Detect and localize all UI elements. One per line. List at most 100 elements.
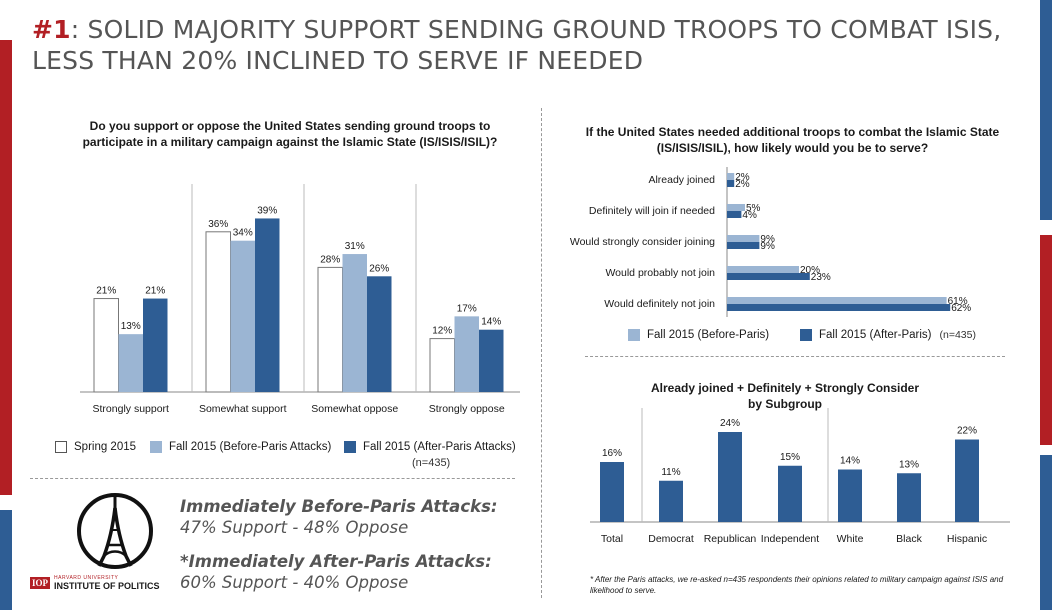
- page-title: #1: SOLID MAJORITY SUPPORT SENDING GROUN…: [32, 14, 1037, 76]
- subgroup-category-label: Total: [601, 533, 623, 545]
- subgroup-value-label: 22%: [957, 426, 977, 437]
- bar-strongly-support-s2: [143, 298, 168, 392]
- iop-university: HARVARD UNIVERSITY: [54, 575, 119, 581]
- right-edge-blue-bar-bottom: [1040, 455, 1052, 610]
- right-bottom-title-line1: Already joined + Definitely + Strongly C…: [650, 381, 920, 395]
- bar-somewhat-oppose-s0: [317, 266, 343, 393]
- left-legend-after: Fall 2015 (After-Paris Attacks): [344, 441, 516, 453]
- subgroup-category-label: Republican: [704, 533, 757, 545]
- summary-after: *Immediately After-Paris Attacks: 60% Su…: [180, 551, 492, 593]
- right-legend-label-after: Fall 2015 (After-Paris): [819, 329, 932, 341]
- category-label: Somewhat support: [199, 403, 287, 415]
- subgroup-bar-black: [897, 473, 921, 522]
- hbar-0-s0: [727, 173, 735, 180]
- legend-swatch-before: [150, 441, 162, 453]
- summary-before: Immediately Before-Paris Attacks: 47% Su…: [180, 496, 498, 538]
- bar-strongly-support-s1: [118, 334, 143, 392]
- right-legend-swatch-after: [800, 329, 812, 341]
- subgroup-value-label: 13%: [899, 459, 919, 470]
- hbar-value-label: 4%: [742, 210, 757, 221]
- right-legend-swatch-before: [628, 329, 640, 341]
- value-label: 21%: [145, 286, 165, 297]
- right-bottom-title: Already joined + Definitely + Strongly C…: [600, 380, 970, 412]
- hbar-3-s0: [727, 266, 799, 273]
- value-label: 21%: [96, 286, 116, 297]
- iop-logo: IOP HARVARD UNIVERSITY INSTITUTE OF POLI…: [30, 575, 160, 591]
- left-edge-red-bar: [0, 40, 12, 495]
- bar-somewhat-support-s0: [205, 231, 231, 393]
- hbar-2-s1: [727, 242, 760, 249]
- legend-label-spring: Spring 2015: [74, 441, 137, 453]
- hbar-0-s1: [727, 180, 735, 187]
- summary-before-heading: Immediately Before-Paris Attacks:: [180, 497, 498, 516]
- right-divider: [585, 356, 1005, 357]
- right-edge-blue-bar-top: [1040, 0, 1052, 220]
- hbar-3-s1: [727, 273, 810, 280]
- hbar-category-label: Already joined: [648, 174, 715, 186]
- subgroup-bar-republican: [718, 432, 742, 522]
- bar-strongly-support-s0: [93, 298, 119, 393]
- category-label: Somewhat oppose: [311, 403, 398, 415]
- subgroup-bar-chart: 16% Total 11% Democrat 24% Republican 15% Indep…: [590, 408, 1010, 545]
- hbar-4-s1: [727, 304, 951, 311]
- right-legend-after: Fall 2015 (After-Paris) (n=435): [800, 329, 976, 341]
- iop-logo-box: IOP: [30, 577, 51, 589]
- hbar-2-s0: [727, 235, 760, 242]
- right-legend-before: Fall 2015 (Before-Paris): [628, 329, 769, 341]
- hbar-value-label: 23%: [811, 272, 831, 283]
- left-legend-n: (n=435): [412, 457, 451, 469]
- subgroup-value-label: 14%: [840, 456, 860, 467]
- subgroup-bar-hispanic: [955, 439, 979, 522]
- iop-logo-text: HARVARD UNIVERSITY INSTITUTE OF POLITICS: [54, 575, 160, 591]
- subgroup-category-label: Hispanic: [947, 533, 987, 545]
- summary-before-text: 47% Support - 48% Oppose: [180, 518, 409, 537]
- value-label: 31%: [345, 241, 365, 252]
- left-chart-question: Do you support or oppose the United Stat…: [82, 119, 498, 149]
- summary-after-text: 60% Support - 40% Oppose: [180, 573, 409, 592]
- left-legend-before: Fall 2015 (Before-Paris Attacks): [150, 441, 331, 453]
- subgroup-category-label: Democrat: [648, 533, 694, 545]
- hbar-value-label: 2%: [735, 172, 750, 183]
- right-legend-n: (n=435): [939, 329, 976, 341]
- value-label: 36%: [208, 219, 228, 230]
- left-bar-chart: 21% 13% 21% Strongly support 36% 34% 39% Somewh…: [80, 184, 520, 415]
- legend-label-after: Fall 2015 (After-Paris Attacks): [363, 441, 516, 453]
- hbar-4-s0: [727, 297, 947, 304]
- right-bottom-title-line2: by Subgroup: [748, 397, 822, 411]
- hbar-1-s0: [727, 204, 745, 211]
- subgroup-bar-independent: [778, 465, 802, 522]
- hbar-value-label: 62%: [951, 303, 971, 314]
- subgroup-category-label: Independent: [761, 533, 819, 545]
- right-edge-red-bar: [1040, 235, 1052, 445]
- value-label: 26%: [369, 263, 389, 274]
- legend-swatch-after: [344, 441, 356, 453]
- legend-label-before: Fall 2015 (Before-Paris Attacks): [169, 441, 332, 453]
- value-label: 17%: [457, 303, 477, 314]
- subgroup-value-label: 15%: [780, 452, 800, 463]
- left-edge-blue-bar: [0, 510, 12, 610]
- vertical-divider: [541, 108, 542, 598]
- iop-name: INSTITUTE OF POLITICS: [54, 581, 160, 591]
- bar-somewhat-support-s1: [230, 240, 255, 392]
- bar-somewhat-oppose-s2: [367, 276, 392, 392]
- legend-swatch-spring: [55, 441, 67, 453]
- bar-strongly-oppose-s2: [479, 329, 504, 392]
- iop-logo-abbr: IOP: [32, 578, 49, 588]
- bar-somewhat-oppose-s1: [342, 254, 367, 392]
- hbar-value-label: 20%: [800, 265, 820, 276]
- footnote: * After the Paris attacks, we re-asked n…: [590, 575, 1004, 595]
- hbar-category-label: Would strongly consider joining: [570, 236, 715, 248]
- bar-somewhat-support-s2: [255, 218, 280, 392]
- subgroup-category-label: Black: [896, 533, 922, 545]
- subgroup-bar-democrat: [659, 480, 683, 522]
- subgroup-category-label: White: [837, 533, 864, 545]
- peace-for-paris-icon: [77, 493, 153, 569]
- title-text: : SOLID MAJORITY SUPPORT SENDING GROUND …: [32, 15, 1002, 75]
- hbar-category-label: Definitely will join if needed: [589, 205, 715, 217]
- hbar-category-label: Would probably not join: [605, 267, 715, 279]
- subgroup-bar-total: [600, 462, 624, 522]
- value-label: 13%: [121, 321, 141, 332]
- summary-after-heading: *Immediately After-Paris Attacks:: [180, 552, 492, 571]
- value-label: 12%: [432, 326, 452, 337]
- subgroup-value-label: 24%: [720, 418, 740, 429]
